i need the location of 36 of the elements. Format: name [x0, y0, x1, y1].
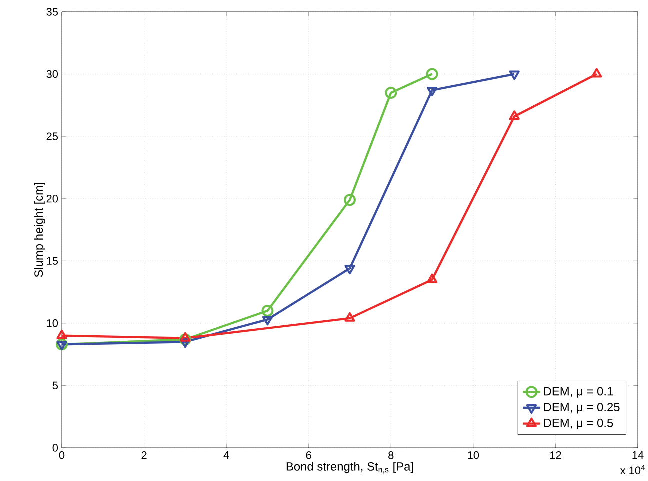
point: [180, 338, 191, 348]
y-axis-title: Slump height [cm]: [34, 183, 46, 278]
point: [179, 334, 192, 346]
y-tick-label: 35: [46, 8, 58, 16]
x-tick-label: 2: [142, 452, 147, 460]
point: [509, 70, 520, 80]
point: [426, 86, 438, 96]
x-tick-label: 6: [306, 452, 312, 460]
y-tick-label: 15: [47, 257, 58, 265]
x-axis-title: Bond strength, St$_{n,s}$ [Pa]: [286, 462, 414, 474]
point: [592, 68, 602, 78]
y-tick-label: 5: [52, 382, 58, 390]
y-tick-label: 20: [46, 194, 58, 203]
x-tick-label: 0: [59, 452, 65, 460]
legend-label: DEM, μ = 0.25: [544, 403, 620, 414]
y-tick-label: 0: [52, 444, 58, 452]
y-tick-label: 30: [46, 70, 58, 78]
x-tick-label: 8: [388, 452, 394, 460]
point: [56, 341, 68, 351]
point: [262, 304, 274, 317]
point: [262, 316, 274, 326]
point: [344, 194, 356, 206]
y-tick-label: 10: [47, 320, 58, 328]
legend-label: DEM, μ = 0.5: [544, 418, 614, 430]
x-tick-label: 10: [468, 452, 480, 460]
point: [509, 110, 520, 120]
x-tick-label: 4: [224, 452, 230, 460]
point: [385, 86, 398, 99]
point: [426, 68, 438, 80]
x-tick-label: 12: [550, 452, 562, 460]
point: [56, 338, 68, 351]
x-tick-label: 14: [632, 452, 644, 460]
text: x 10$^{4}$: [620, 465, 646, 475]
legend-label: DEM, μ = 0.1: [544, 387, 614, 398]
point: [344, 265, 356, 275]
y-tick-label: 25: [46, 132, 58, 140]
